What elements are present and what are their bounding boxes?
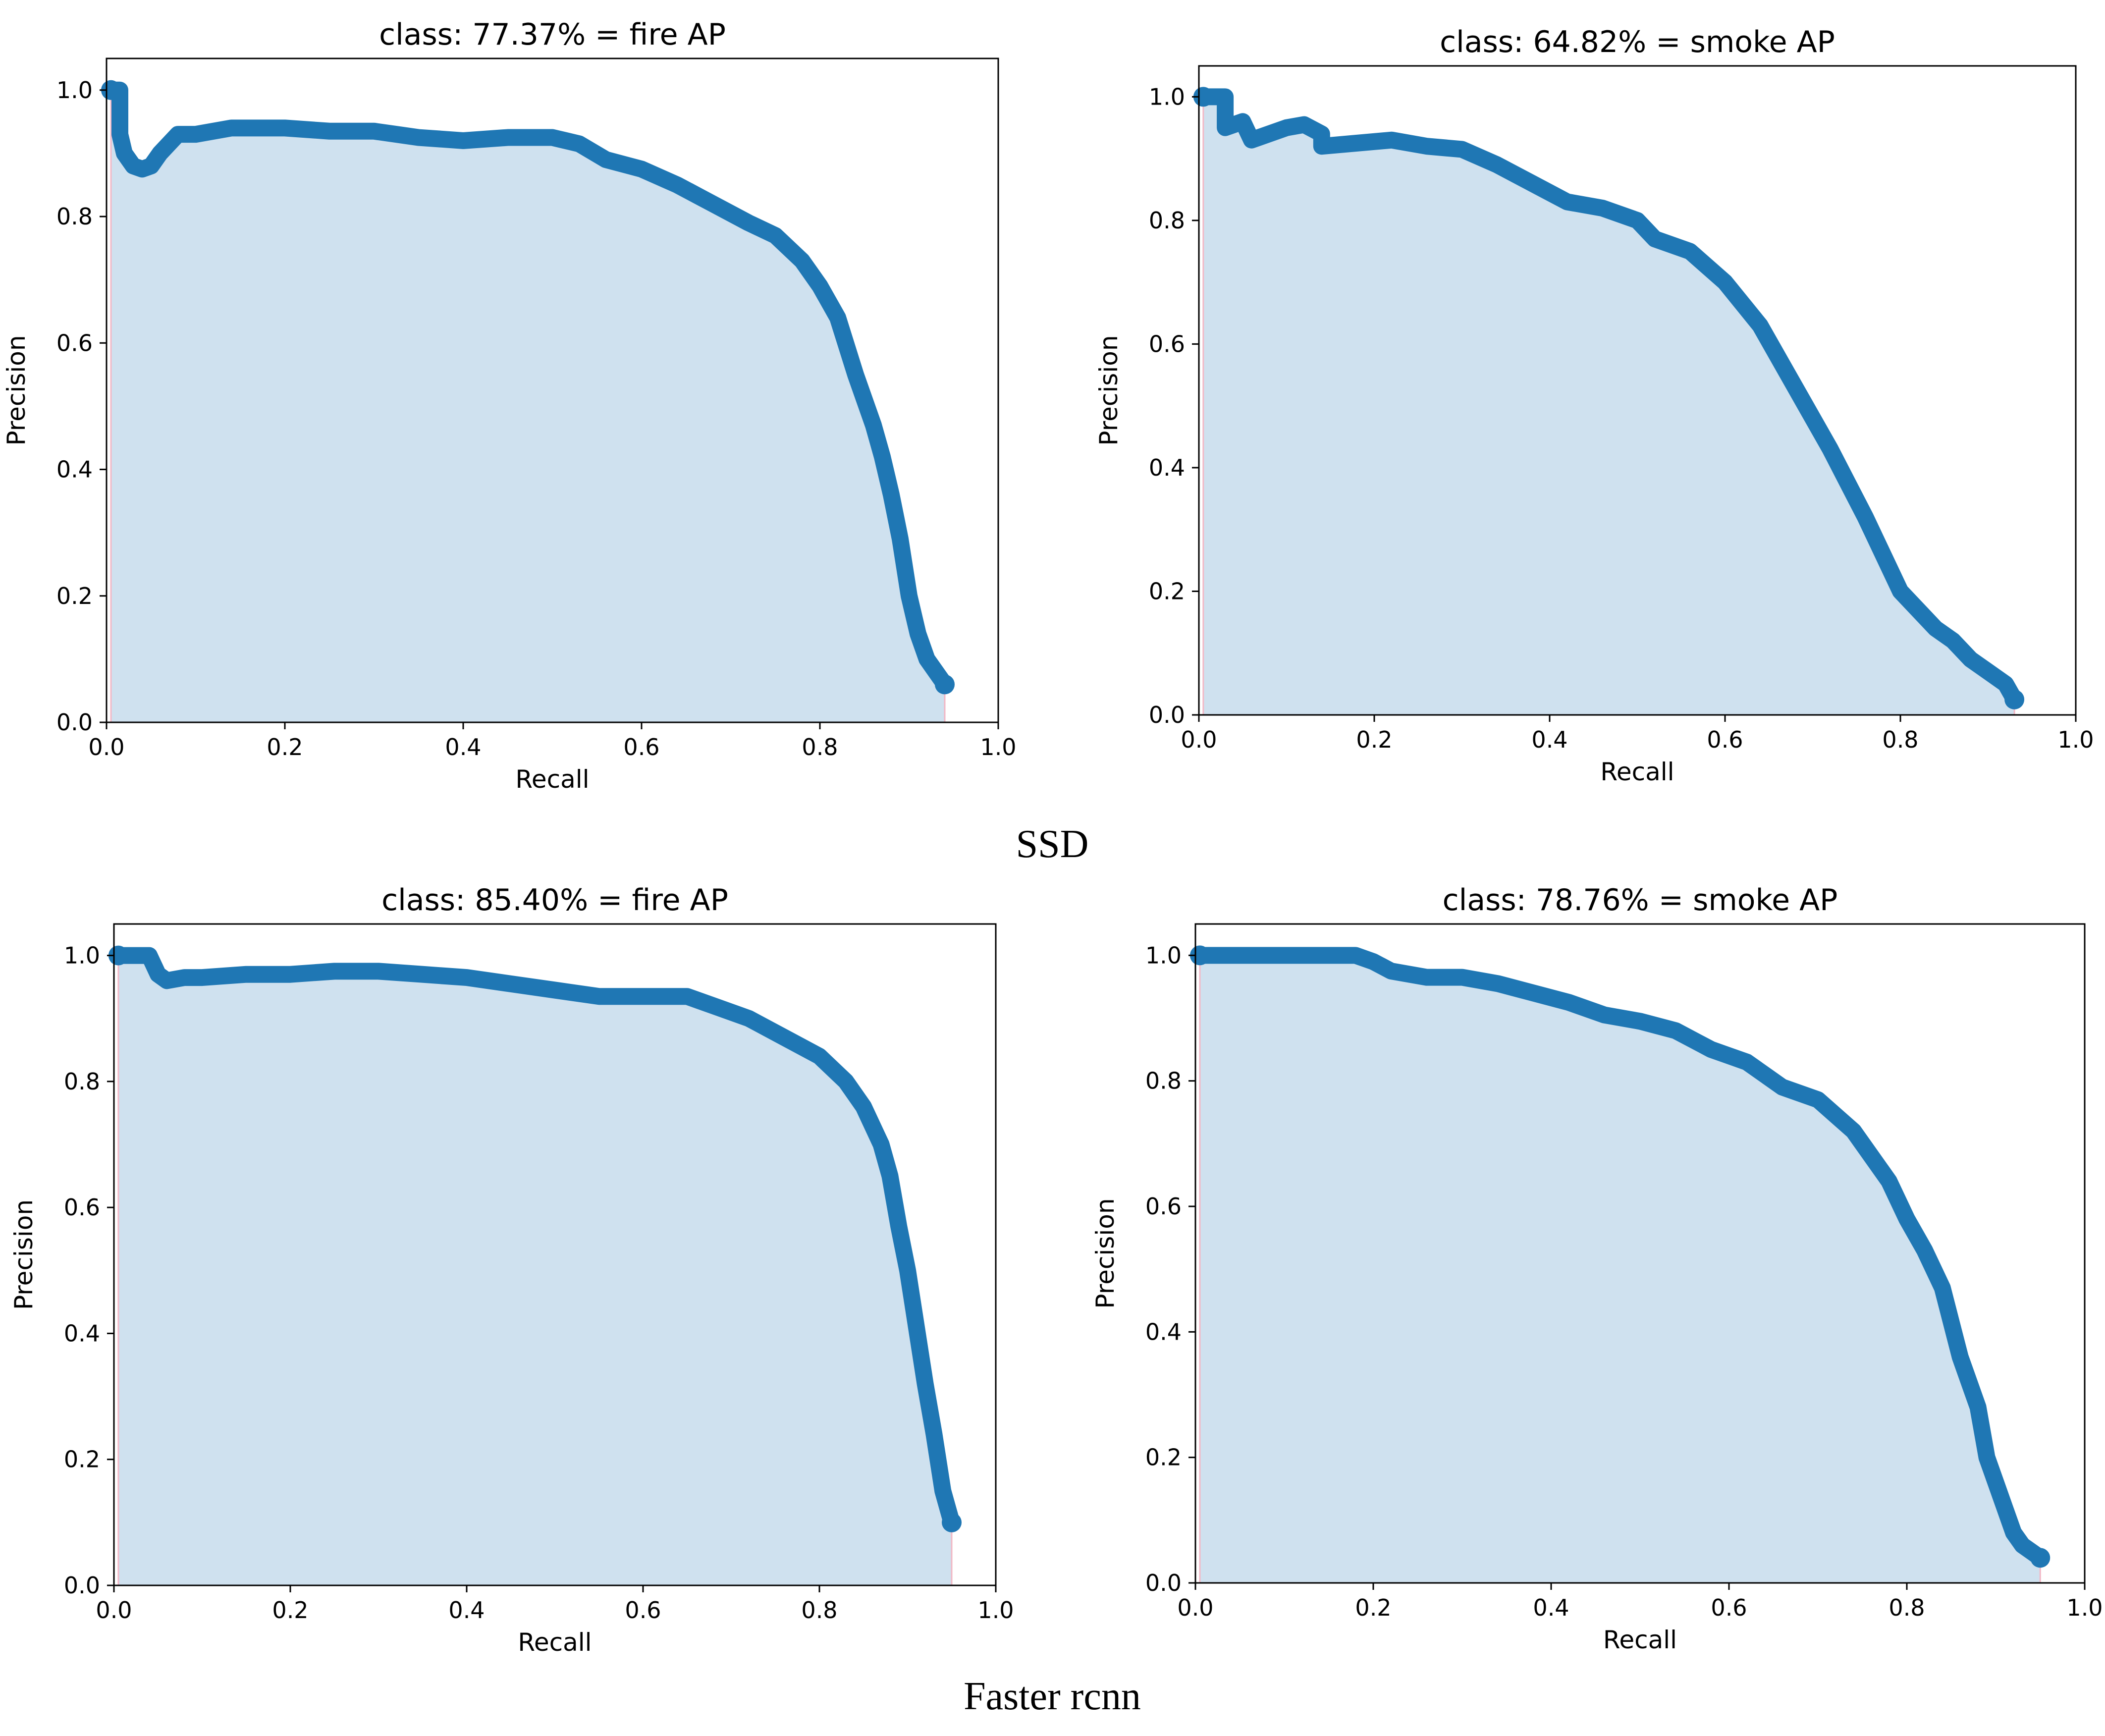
x-tick-label: 0.0 — [88, 734, 124, 760]
y-tick-label: 0.0 — [1149, 702, 1185, 728]
chart-title: class: 85.40% = fire AP — [381, 883, 728, 918]
x-tick-label: 0.6 — [623, 734, 659, 760]
y-tick-label: 0.4 — [56, 456, 93, 483]
axes-frame — [113, 923, 997, 1586]
y-tick-label: 0.0 — [1145, 1570, 1182, 1596]
pr-curve-line — [1191, 947, 2049, 1567]
y-tick-label: 1.0 — [1149, 83, 1185, 110]
x-axis-label: Recall — [1600, 758, 1674, 786]
y-axis-label: Precision — [9, 1199, 38, 1310]
y-tick-label: 0.2 — [1149, 578, 1185, 604]
x-tick-label: 0.2 — [267, 734, 303, 760]
chart-title: class: 78.76% = smoke AP — [1443, 883, 1838, 918]
y-axis-label: Precision — [2, 335, 31, 445]
y-tick-label: 0.4 — [64, 1320, 100, 1347]
chart-panel-2: class: 64.82% = smoke AP 0.0 0.2 0.4 0.6 0.8 1… — [1094, 25, 2094, 786]
axes-frame — [1194, 923, 2086, 1584]
x-axis-label: Recall — [1603, 1626, 1677, 1654]
axes-frame — [1198, 65, 2077, 716]
y-axis-label: Precision — [1094, 335, 1123, 445]
x-tick-label: 0.4 — [1531, 726, 1567, 753]
x-tick-label: 1.0 — [977, 1597, 1014, 1624]
x-tick-label: 0.4 — [1533, 1594, 1569, 1621]
x-tick-label: 0.6 — [625, 1597, 661, 1624]
x-tick-label: 0.8 — [1882, 726, 1918, 753]
chart-panel-4: class: 78.76% = smoke AP 0.0 0.2 0.4 0.6 0.8 1… — [1091, 883, 2103, 1654]
x-tick-label: 0.8 — [1889, 1594, 1925, 1621]
x-tick-label: 1.0 — [2057, 726, 2094, 753]
x-tick-label: 1.0 — [2066, 1594, 2103, 1621]
x-tick-label: 0.0 — [1181, 726, 1217, 753]
chart-title: class: 77.37% = fire AP — [379, 17, 726, 52]
pr-curve-end-point — [942, 1512, 962, 1532]
x-tick-label: 0.2 — [1356, 726, 1392, 753]
y-tick-label: 0.4 — [1145, 1318, 1182, 1345]
x-tick-label: 0.8 — [802, 734, 838, 760]
x-tick-label: 0.2 — [272, 1597, 308, 1624]
y-tick-label: 0.8 — [56, 203, 93, 230]
chart-panel-1: class: 77.37% = fire AP 0.0 0.2 0.4 0.6 0.8 1.… — [2, 17, 1017, 794]
chart-title: class: 64.82% = smoke AP — [1440, 25, 1835, 59]
y-tick-label: 0.6 — [64, 1194, 100, 1221]
y-tick-label: 0.6 — [56, 329, 93, 356]
x-tick-label: 0.4 — [448, 1597, 485, 1624]
y-tick-label: 0.2 — [64, 1446, 100, 1473]
pr-curve-line — [1194, 88, 2023, 708]
y-tick-label: 1.0 — [56, 77, 93, 104]
y-tick-label: 0.2 — [56, 583, 93, 609]
x-tick-label: 0.6 — [1711, 1594, 1747, 1621]
pr-curve-line — [109, 947, 960, 1531]
pr-curve-end-point — [935, 674, 955, 695]
caption-ssd: SSD — [1016, 822, 1089, 866]
y-tick-label: 0.2 — [1145, 1444, 1182, 1471]
axes-frame — [106, 57, 999, 723]
x-tick-label: 0.8 — [801, 1597, 837, 1624]
chart-panel-3: class: 85.40% = fire AP 0.0 0.2 0.4 0.6 0.8 1.… — [9, 883, 1014, 1657]
y-tick-label: 0.8 — [1149, 207, 1185, 234]
y-tick-label: 0.8 — [1145, 1068, 1182, 1094]
x-tick-label: 0.2 — [1355, 1594, 1391, 1621]
x-tick-label: 0.4 — [445, 734, 481, 760]
y-axis-label: Precision — [1091, 1198, 1120, 1308]
y-tick-label: 0.6 — [1149, 330, 1185, 357]
y-tick-label: 0.6 — [1145, 1193, 1182, 1220]
x-tick-label: 1.0 — [980, 734, 1016, 760]
pr-curve-end-point — [2030, 1548, 2051, 1568]
pr-curve-line — [103, 81, 953, 693]
y-tick-label: 0.0 — [56, 709, 93, 736]
y-tick-label: 1.0 — [1145, 942, 1182, 969]
x-axis-label: Recall — [518, 1628, 592, 1657]
y-tick-label: 0.8 — [64, 1068, 100, 1095]
y-tick-label: 0.4 — [1149, 454, 1185, 481]
x-axis-label: Recall — [515, 765, 589, 794]
x-tick-label: 0.6 — [1707, 726, 1743, 753]
caption-faster-rcnn: Faster rcnn — [964, 1675, 1141, 1718]
x-tick-label: 0.0 — [96, 1597, 132, 1624]
y-tick-label: 1.0 — [64, 942, 100, 969]
pr-curve-end-point — [2004, 689, 2025, 709]
y-tick-label: 0.0 — [64, 1572, 100, 1599]
x-tick-label: 0.0 — [1177, 1594, 1213, 1621]
